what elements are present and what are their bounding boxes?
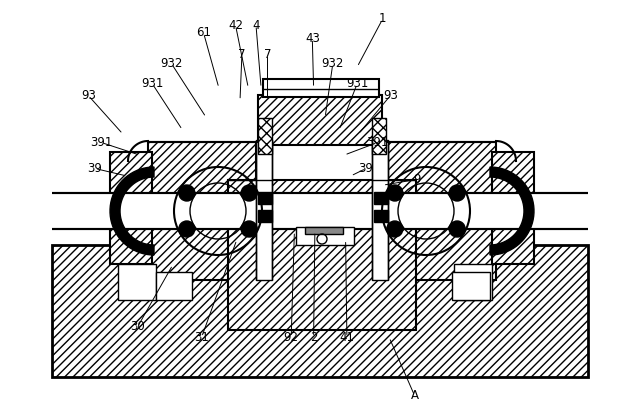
Polygon shape [490,167,534,255]
Text: 43: 43 [305,32,320,45]
Bar [258,210,272,222]
Bar [374,210,388,222]
Bar [296,193,354,245]
Bar [52,245,588,377]
Bar [256,140,272,280]
Text: 92: 92 [284,331,299,344]
Bar [52,193,588,229]
Bar [372,118,386,154]
Circle shape [179,185,195,201]
Circle shape [387,185,403,201]
Text: 1: 1 [379,12,387,26]
Bar [374,192,388,204]
Text: 42: 42 [228,18,243,32]
Text: 93: 93 [383,89,398,102]
Bar [156,272,192,300]
Text: 9: 9 [413,173,421,186]
Bar [452,272,490,300]
Text: 41: 41 [339,331,355,344]
Bar [296,227,354,245]
Text: 39: 39 [87,162,102,175]
Text: 931: 931 [141,77,163,91]
Bar [305,227,343,234]
Bar [454,264,492,300]
Bar [372,140,388,280]
Text: 31: 31 [194,331,209,344]
Bar [492,152,534,264]
Text: 391: 391 [367,136,388,149]
Text: 39: 39 [358,162,374,175]
Circle shape [387,221,403,237]
Text: 2: 2 [310,331,317,344]
Text: 391: 391 [90,136,112,149]
Text: 932: 932 [322,57,344,70]
Text: A: A [411,389,419,403]
Bar [118,264,156,300]
Circle shape [449,185,465,201]
Text: 931: 931 [346,77,368,91]
Circle shape [241,221,257,237]
Circle shape [179,221,195,237]
Text: 30: 30 [130,320,145,334]
Bar [258,95,382,145]
Polygon shape [110,167,154,255]
Bar [148,142,256,280]
Bar [258,118,272,154]
Text: 61: 61 [196,26,211,39]
Text: 7: 7 [238,48,246,61]
Text: 4: 4 [252,18,260,32]
Circle shape [241,185,257,201]
Text: 932: 932 [161,57,182,70]
Bar [228,180,416,330]
Text: 7: 7 [264,48,271,61]
Bar [388,142,496,280]
Bar [258,192,272,204]
Bar [110,152,152,264]
Circle shape [449,221,465,237]
Text: 93: 93 [81,89,96,102]
Bar [263,79,379,97]
